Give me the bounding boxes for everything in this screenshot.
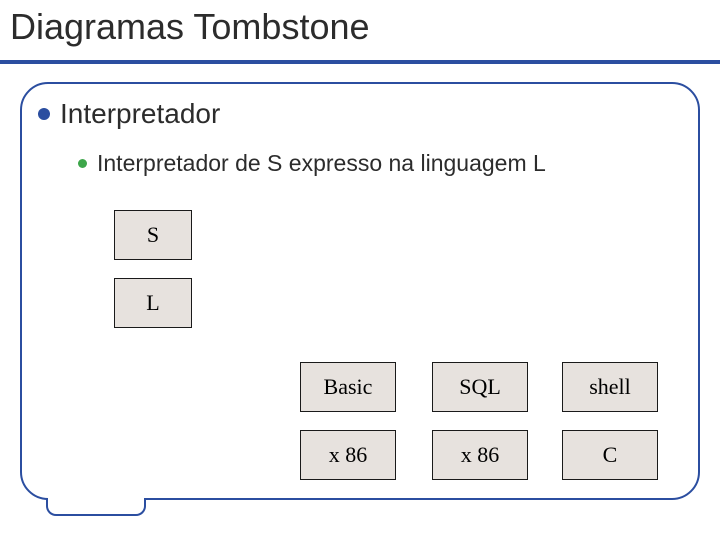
content-frame-tab: [46, 498, 146, 516]
content-frame: [20, 82, 700, 500]
title-rule: [0, 60, 720, 64]
slide: Diagramas Tombstone Interpretador Interp…: [0, 0, 720, 540]
slide-title: Diagramas Tombstone: [10, 6, 370, 48]
